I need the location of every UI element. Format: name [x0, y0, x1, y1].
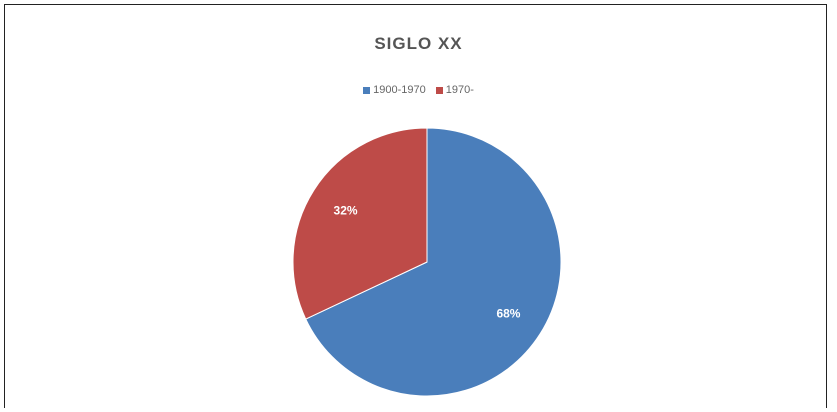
- legend-label-1900-1970: 1900-1970: [373, 84, 426, 96]
- data-label-1900-1970: 68%: [496, 307, 520, 321]
- legend-label-1970: 1970-: [445, 84, 474, 96]
- pie-slice-1970: [292, 127, 428, 320]
- pie-slice-1900-1970: [305, 127, 562, 397]
- legend-item-1970: 1970-: [435, 84, 474, 96]
- chart-title: SIGLO XX: [374, 34, 463, 53]
- legend-item-1900-1970: 1900-1970: [363, 84, 426, 96]
- legend-swatch-1970: [435, 86, 443, 94]
- chart-legend: 1900-1970 1970-: [0, 84, 837, 96]
- data-label-1970: 32%: [334, 203, 358, 217]
- legend-swatch-1900-1970: [363, 86, 371, 94]
